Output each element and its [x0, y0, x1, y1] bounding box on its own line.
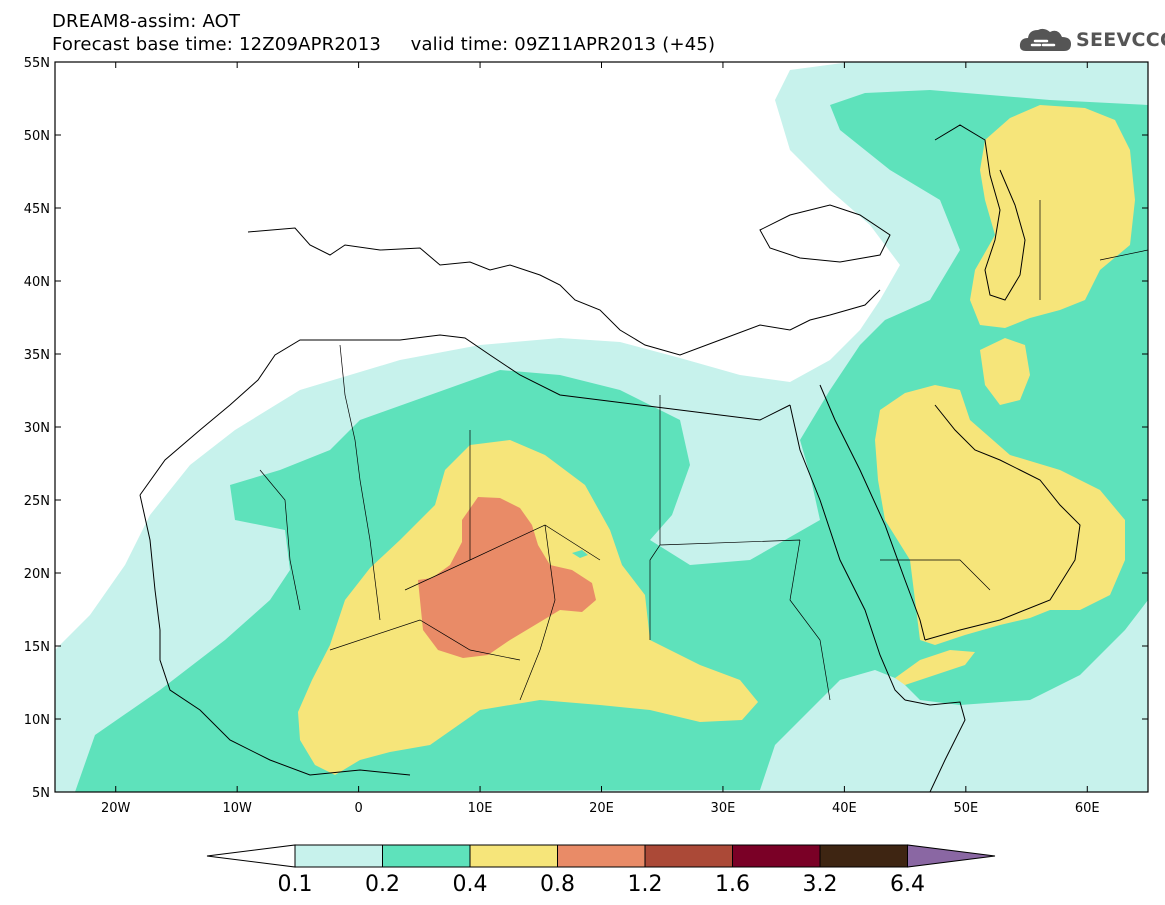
y-tick-label: 5N: [32, 786, 50, 801]
y-tick-label: 55N: [24, 56, 50, 71]
x-tick-label: 30E: [711, 801, 736, 816]
colorbar-over-triangle: [907, 844, 996, 868]
colorbar-label: 0.8: [540, 872, 575, 897]
forecast-time-subtitle: Forecast base time: 12Z09APR2013 valid t…: [52, 34, 716, 55]
x-tick-label: 20W: [101, 801, 131, 816]
coastline-west-africa: [139, 494, 411, 776]
coastlines: [139, 124, 1148, 792]
aot-0.2-region: [572, 550, 588, 558]
y-tick-label: 35N: [24, 348, 50, 363]
coastline-caspian: [934, 124, 1026, 301]
coastline-red-sea: [789, 384, 926, 701]
colorbar-label: 6.4: [890, 872, 925, 897]
colorbar-segment: [382, 844, 471, 868]
y-tick-label: 25N: [24, 494, 50, 509]
aot-shading: [55, 62, 1148, 792]
logo-text: SEEVCCC: [1076, 29, 1165, 51]
aot-0.4-region: [970, 105, 1135, 328]
y-tick-label: 20N: [24, 567, 50, 582]
y-tick-label: 40N: [24, 275, 50, 290]
colorbar-label: 3.2: [802, 872, 838, 897]
colorbar-segment: [557, 844, 646, 868]
coastline-europe: [247, 227, 881, 356]
x-tick-label: 40E: [832, 801, 857, 816]
x-tick-label: 10W: [222, 801, 252, 816]
colorbar-segment: [819, 844, 908, 868]
national-borders: [259, 200, 1148, 701]
colorbar: [206, 844, 996, 868]
seevccc-logo: SEEVCCC: [1018, 25, 1165, 55]
coastline-arabia: [924, 404, 1081, 641]
y-tick-label: 50N: [24, 129, 50, 144]
x-tick-label: 10E: [468, 801, 493, 816]
coastline-north-africa: [139, 334, 791, 496]
coastline-black-sea: [759, 204, 891, 263]
aot-0.4-region: [895, 650, 975, 685]
colorbar-label: 0.2: [365, 872, 400, 897]
colorbar-label: 0.4: [452, 872, 488, 897]
x-tick-label: 60E: [1075, 801, 1100, 816]
y-tick-label: 45N: [24, 202, 50, 217]
aot-0.8-region: [418, 497, 596, 658]
colorbar-segment: [644, 844, 733, 868]
colorbar-segment: [732, 844, 821, 868]
colorbar-segment: [294, 844, 383, 868]
y-tick-label: 10N: [24, 713, 50, 728]
coastline-east-africa: [904, 699, 966, 792]
y-tick-label: 15N: [24, 640, 50, 655]
x-tick-label: 20E: [589, 801, 614, 816]
axis-ticks: 20W 10W 0 10E 20E 30E 40E 50E 60E 5N 10N 15N 20N 25N 3…: [24, 56, 1148, 816]
map-title: DREAM8-assim: AOT: [52, 11, 241, 32]
colorbar-under-triangle: [206, 844, 296, 868]
x-tick-label: 0: [354, 801, 362, 816]
colorbar-label: 0.1: [277, 872, 313, 897]
colorbar-label: 1.6: [715, 872, 750, 897]
cloud-icon: [1019, 28, 1071, 51]
x-tick-label: 50E: [953, 801, 978, 816]
colorbar-segment: [469, 844, 558, 868]
colorbar-label: 1.2: [627, 872, 663, 897]
aot-0.4-region: [980, 338, 1030, 405]
y-tick-label: 30N: [24, 421, 50, 436]
